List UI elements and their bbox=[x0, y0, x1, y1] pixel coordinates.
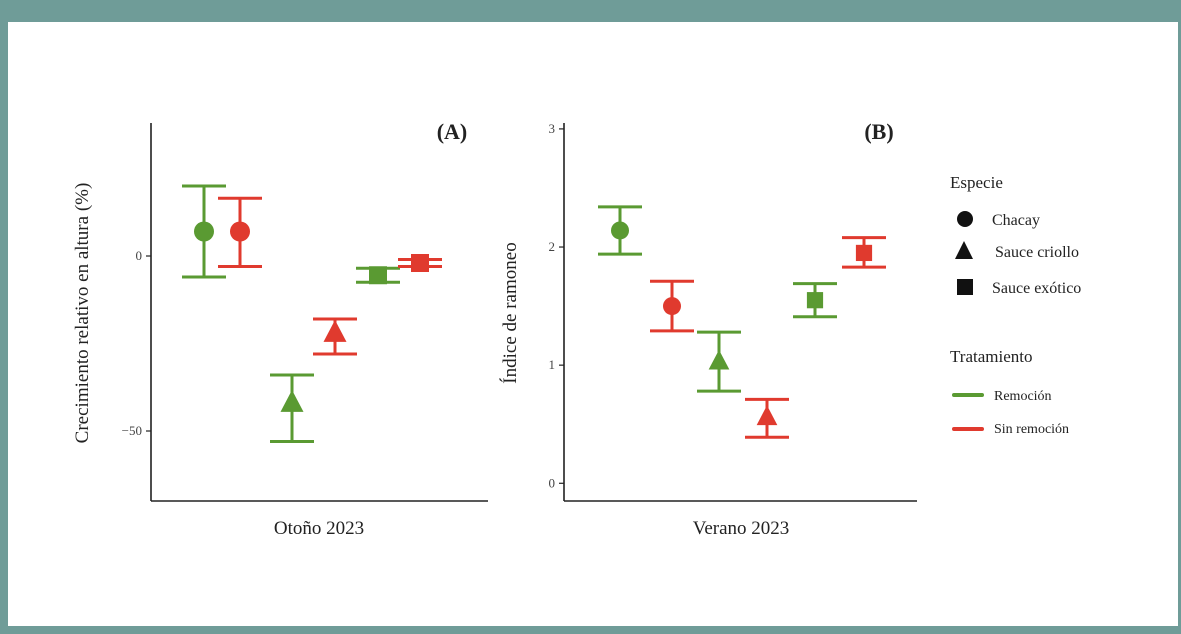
marker-square-sauce-exotico-remocion bbox=[806, 292, 824, 309]
point-sauce-criollo-remocion bbox=[270, 373, 314, 443]
point-sauce-criollo-remocion bbox=[697, 330, 741, 393]
point-sauce-exotico-remocion bbox=[793, 282, 837, 319]
y-tick-label: 0 bbox=[136, 248, 143, 263]
point-chacay-remocion bbox=[182, 184, 226, 279]
marker-triangle-sauce-criollo-remocion bbox=[708, 349, 730, 370]
panel-b-x-category: Verano 2023 bbox=[693, 518, 790, 539]
figure-frame: 0 −50 (A) Crecimiento relativo en altura … bbox=[8, 22, 1178, 626]
marker-circle-chacay-remocion bbox=[194, 221, 214, 242]
legend-tratamiento-title: Tratamiento bbox=[950, 347, 1032, 366]
panel-a-ticks: 0 −50 bbox=[122, 248, 151, 438]
marker-square-sauce-exotico-remocion bbox=[369, 266, 387, 285]
marker-triangle-sauce-criollo-sin-remocion bbox=[323, 319, 347, 342]
marker-square-sauce-exotico-sin-remocion bbox=[855, 244, 873, 262]
legend-especie-sauce-exotico: Sauce exótico bbox=[992, 280, 1081, 297]
legend-tratamiento-sin-remocion: Sin remoción bbox=[994, 422, 1069, 437]
panel-a-y-axis-title: Crecimiento relativo en altura (%) bbox=[72, 183, 93, 444]
legend-especie-title: Especie bbox=[950, 173, 1003, 192]
marker-triangle-sauce-criollo-sin-remocion bbox=[756, 405, 778, 426]
legend-square-icon bbox=[957, 279, 973, 295]
legend: Especie Chacay Sauce criollo Sauce exóti… bbox=[950, 173, 1081, 437]
legend-tratamiento-remocion: Remoción bbox=[994, 389, 1052, 404]
panel-b-label: (B) bbox=[864, 119, 893, 144]
marker-circle-chacay-sin-remocion bbox=[663, 297, 681, 316]
marker-square-sauce-exotico-sin-remocion bbox=[411, 254, 429, 272]
y-tick-label: 0 bbox=[549, 475, 556, 490]
point-chacay-sin-remocion bbox=[218, 196, 262, 268]
panel-a-x-category: Otoño 2023 bbox=[274, 518, 364, 539]
point-sauce-exotico-sin-remocion bbox=[842, 236, 886, 269]
panel-a: 0 −50 (A) Crecimiento relativo en altura … bbox=[72, 119, 488, 539]
figure-canvas: 0 −50 (A) Crecimiento relativo en altura … bbox=[72, 119, 1081, 539]
panel-b-y-axis-title: Índice de ramoneo bbox=[499, 242, 521, 383]
legend-especie-chacay: Chacay bbox=[992, 212, 1040, 229]
legend-circle-icon bbox=[957, 211, 973, 227]
point-chacay-sin-remocion bbox=[650, 279, 694, 333]
point-sauce-criollo-sin-remocion bbox=[313, 317, 357, 356]
y-tick-label: 3 bbox=[549, 121, 556, 136]
point-sauce-criollo-sin-remocion bbox=[745, 397, 789, 439]
y-tick-label: 2 bbox=[549, 239, 556, 254]
marker-circle-chacay-sin-remocion bbox=[230, 221, 250, 242]
marker-triangle-sauce-criollo-remocion bbox=[280, 389, 304, 412]
panel-b-marks bbox=[598, 205, 886, 439]
point-chacay-remocion bbox=[598, 205, 642, 256]
panel-b-ticks: 0 1 2 3 bbox=[549, 121, 564, 490]
point-sauce-exotico-sin-remocion bbox=[398, 254, 442, 272]
panel-b: 0 1 2 3 (B) Índice de ramoneo Verano 2023 bbox=[499, 119, 917, 539]
legend-especie-sauce-criollo: Sauce criollo bbox=[995, 244, 1079, 261]
panel-a-label: (A) bbox=[437, 119, 468, 144]
y-tick-label: −50 bbox=[122, 423, 142, 438]
legend-triangle-icon bbox=[955, 241, 973, 259]
panel-a-marks bbox=[182, 184, 442, 443]
point-sauce-exotico-remocion bbox=[356, 266, 400, 285]
y-tick-label: 1 bbox=[549, 357, 556, 372]
marker-circle-chacay-remocion bbox=[611, 221, 629, 240]
